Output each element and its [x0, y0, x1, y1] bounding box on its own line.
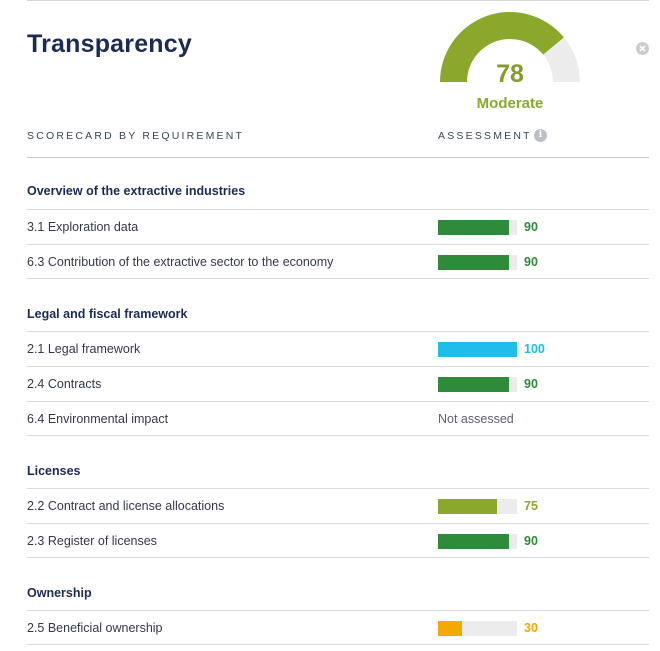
close-circle-icon — [639, 45, 646, 52]
score-bar — [438, 621, 517, 636]
table-row: 2.5 Beneficial ownership 30 — [27, 610, 649, 645]
score-value: 30 — [524, 621, 538, 635]
requirement-label: 2.2 Contract and license allocations — [27, 499, 225, 513]
top-divider — [27, 0, 649, 1]
score-bar-fill — [438, 377, 510, 392]
requirement-label: 6.3 Contribution of the extractive secto… — [27, 255, 334, 269]
score-bar-fill — [438, 621, 462, 636]
requirement-label: 2.1 Legal framework — [27, 342, 141, 356]
table-row: 6.3 Contribution of the extractive secto… — [27, 244, 649, 279]
score-bar — [438, 220, 517, 235]
requirement-label: 2.5 Beneficial ownership — [27, 621, 163, 635]
table-row: 3.1 Exploration data 90 — [27, 209, 649, 244]
score-gauge — [440, 12, 580, 82]
info-icon[interactable]: i — [534, 129, 547, 142]
score-value: 90 — [524, 377, 538, 391]
requirement-label: 2.3 Register of licenses — [27, 534, 157, 548]
column-header-assessment: ASSESSMENT — [438, 130, 532, 142]
score-value: 90 — [524, 255, 538, 269]
requirement-label: 2.4 Contracts — [27, 377, 102, 391]
score-value: 75 — [524, 499, 538, 513]
score-bar-fill — [438, 255, 510, 270]
score-bar-fill — [438, 534, 510, 549]
score-bar — [438, 255, 517, 270]
table-row: 2.2 Contract and license allocations 75 — [27, 488, 649, 523]
gauge-fill — [440, 12, 564, 82]
requirement-label: 6.4 Environmental impact — [27, 412, 169, 426]
section-title: Licenses — [27, 464, 81, 478]
table-row: 2.1 Legal framework 100 — [27, 331, 649, 366]
section-title: Overview of the extractive industries — [27, 184, 246, 198]
score-value: 100 — [524, 342, 545, 356]
section-title: Ownership — [27, 586, 92, 600]
gauge-score: 78 — [496, 60, 524, 88]
page-title: Transparency — [27, 30, 192, 58]
score-bar — [438, 499, 517, 514]
table-row: 2.4 Contracts 90 — [27, 366, 649, 401]
column-header-requirement: SCORECARD BY REQUIREMENT — [27, 130, 245, 142]
score-bar-fill — [438, 499, 498, 514]
score-bar — [438, 377, 517, 392]
gauge-level: Moderate — [476, 95, 544, 112]
not-assessed-text: Not assessed — [438, 412, 514, 426]
score-value: 90 — [524, 534, 538, 548]
table-row: 2.3 Register of licenses 90 — [27, 523, 649, 558]
score-bar — [438, 342, 517, 357]
requirement-label: 3.1 Exploration data — [27, 220, 139, 234]
close-button[interactable] — [636, 42, 649, 55]
score-bar — [438, 534, 517, 549]
section-title: Legal and fiscal framework — [27, 307, 188, 321]
table-row: 6.4 Environmental impact Not assessed — [27, 401, 649, 436]
score-bar-fill — [438, 220, 510, 235]
header-divider — [27, 157, 649, 158]
score-value: 90 — [524, 220, 538, 234]
score-bar-fill — [438, 342, 517, 357]
